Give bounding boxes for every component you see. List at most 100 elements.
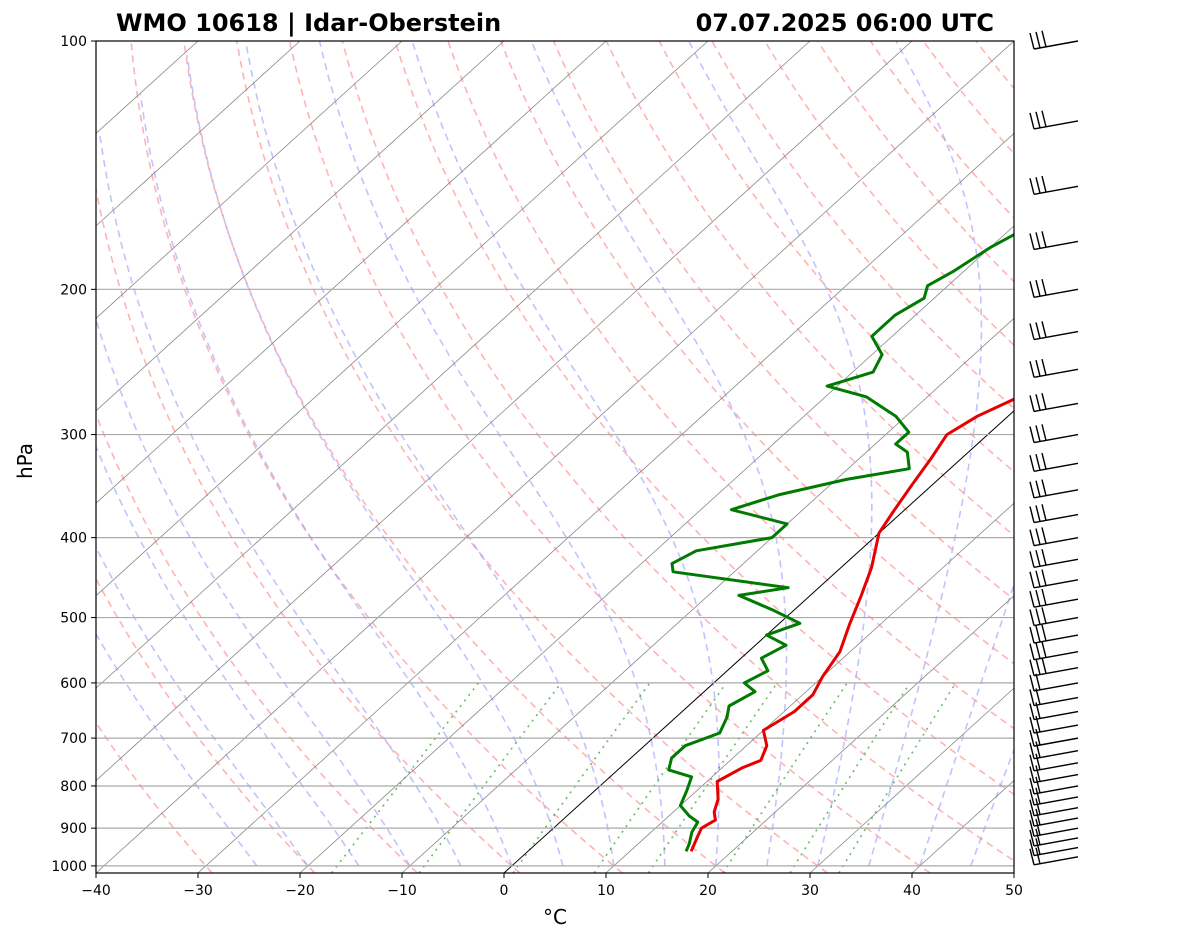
isotherm <box>96 41 403 319</box>
wind-barb <box>1029 624 1079 644</box>
wind-barb <box>1029 787 1079 806</box>
wind-barb <box>1029 741 1079 760</box>
moist-adiabat <box>96 444 360 867</box>
temperature-profile <box>689 397 1014 852</box>
y-tick-label: 1000 <box>51 859 87 875</box>
x-tick-label: −40 <box>81 883 111 899</box>
y-tick-label: 700 <box>60 731 87 747</box>
wind-barb <box>1029 798 1079 817</box>
moist-adiabat <box>411 41 720 867</box>
wind-barbs <box>1029 30 1079 866</box>
isotherm <box>96 41 301 227</box>
wind-barb <box>1029 424 1079 444</box>
isotherm <box>96 41 1014 873</box>
wind-barb <box>1029 818 1079 837</box>
x-tick-label: 20 <box>699 883 717 899</box>
dry-adiabat <box>764 41 1014 347</box>
moist-adiabat <box>687 41 873 867</box>
dry-adiabat <box>235 41 829 873</box>
wind-barb <box>1029 641 1079 661</box>
dry-adiabat <box>605 41 1014 537</box>
isotherm <box>707 595 1014 873</box>
y-axis-ticks: 100 200 300 400 500 600 700 800 900 1000 <box>51 34 96 875</box>
x-tick-label: −30 <box>183 883 213 899</box>
dry-adiabat <box>341 41 1014 862</box>
isotherm <box>1013 872 1014 873</box>
dry-adiabat <box>711 41 1014 410</box>
y-tick-label: 900 <box>60 821 87 837</box>
isotherm <box>96 41 709 597</box>
x-axis-ticks: −40 −30 −20 −10 0 10 20 30 40 50 <box>81 873 1023 899</box>
dewpoint-profile <box>667 232 1014 852</box>
wind-barb <box>1029 358 1079 378</box>
x-tick-label: 40 <box>903 883 921 899</box>
y-tick-label: 300 <box>60 428 87 444</box>
wind-barb <box>1029 231 1079 251</box>
x-tick-label: −20 <box>285 883 315 899</box>
moist-adiabat <box>139 94 513 867</box>
mixing-ratio-line <box>838 682 957 873</box>
isotherm <box>605 502 1014 873</box>
y-tick-label: 800 <box>60 779 87 795</box>
x-tick-label: 10 <box>597 883 615 899</box>
isotherm <box>809 687 1014 873</box>
wind-barb <box>1029 527 1079 547</box>
x-tick-label: 30 <box>801 883 819 899</box>
moist-adiabat <box>530 41 788 867</box>
isotherm <box>197 132 1014 873</box>
moist-adiabat <box>868 41 983 867</box>
isotherm <box>299 225 1014 873</box>
isotherm <box>911 780 1014 873</box>
wind-barb <box>1029 548 1079 569</box>
isotherm <box>96 41 811 689</box>
wind-barb <box>1029 479 1079 499</box>
y-tick-label: 500 <box>60 611 87 627</box>
wind-barb <box>1029 452 1079 472</box>
mixing-ratio-line <box>789 682 911 873</box>
wind-barb <box>1029 110 1079 130</box>
dry-adiabat <box>500 41 1014 665</box>
dry-adiabat <box>922 41 1014 155</box>
dry-adiabat <box>1134 41 1181 873</box>
mixing-ratio-line <box>647 682 778 873</box>
moist-adiabat <box>96 545 309 867</box>
wind-barb <box>1029 847 1079 866</box>
y-tick-label: 600 <box>60 676 87 692</box>
dry-adiabat <box>975 41 1014 90</box>
wind-barb <box>1029 321 1079 341</box>
isotherm <box>401 317 1014 873</box>
dry-adiabat <box>1029 41 1181 873</box>
wind-barb <box>1029 838 1079 857</box>
moist-adiabat <box>919 582 1014 867</box>
mixing-ratio-line <box>722 682 848 873</box>
wind-barb <box>1029 688 1079 707</box>
dry-adiabat <box>183 41 726 873</box>
dry-adiabat <box>130 41 623 873</box>
y-tick-label: 400 <box>60 531 87 547</box>
wind-barb <box>1029 569 1079 589</box>
wind-barb <box>1029 673 1079 692</box>
x-axis-label: °C <box>543 905 567 929</box>
wind-barb <box>1029 828 1079 847</box>
wind-barb <box>1029 728 1079 747</box>
dry-adiabat <box>869 41 1014 220</box>
dry-adiabat <box>552 41 1014 601</box>
zero-isotherm <box>503 410 1014 873</box>
plot-frame <box>95 40 1015 874</box>
dry-adiabat <box>816 41 1014 283</box>
dry-adiabat <box>288 41 931 873</box>
wind-barb <box>1029 278 1079 299</box>
profile-lines <box>667 232 1014 852</box>
isotherm <box>96 41 505 412</box>
wind-barb <box>1029 504 1079 524</box>
moist-adiabat <box>96 316 411 867</box>
wind-barb <box>1029 175 1079 195</box>
wind-barb <box>1029 753 1079 772</box>
moist-adiabat <box>96 632 258 867</box>
y-tick-label: 100 <box>60 34 87 50</box>
moist-adiabat <box>970 747 1014 867</box>
dry-adiabat <box>96 185 521 873</box>
wind-barb <box>1029 715 1079 734</box>
background-lines <box>96 41 1181 873</box>
